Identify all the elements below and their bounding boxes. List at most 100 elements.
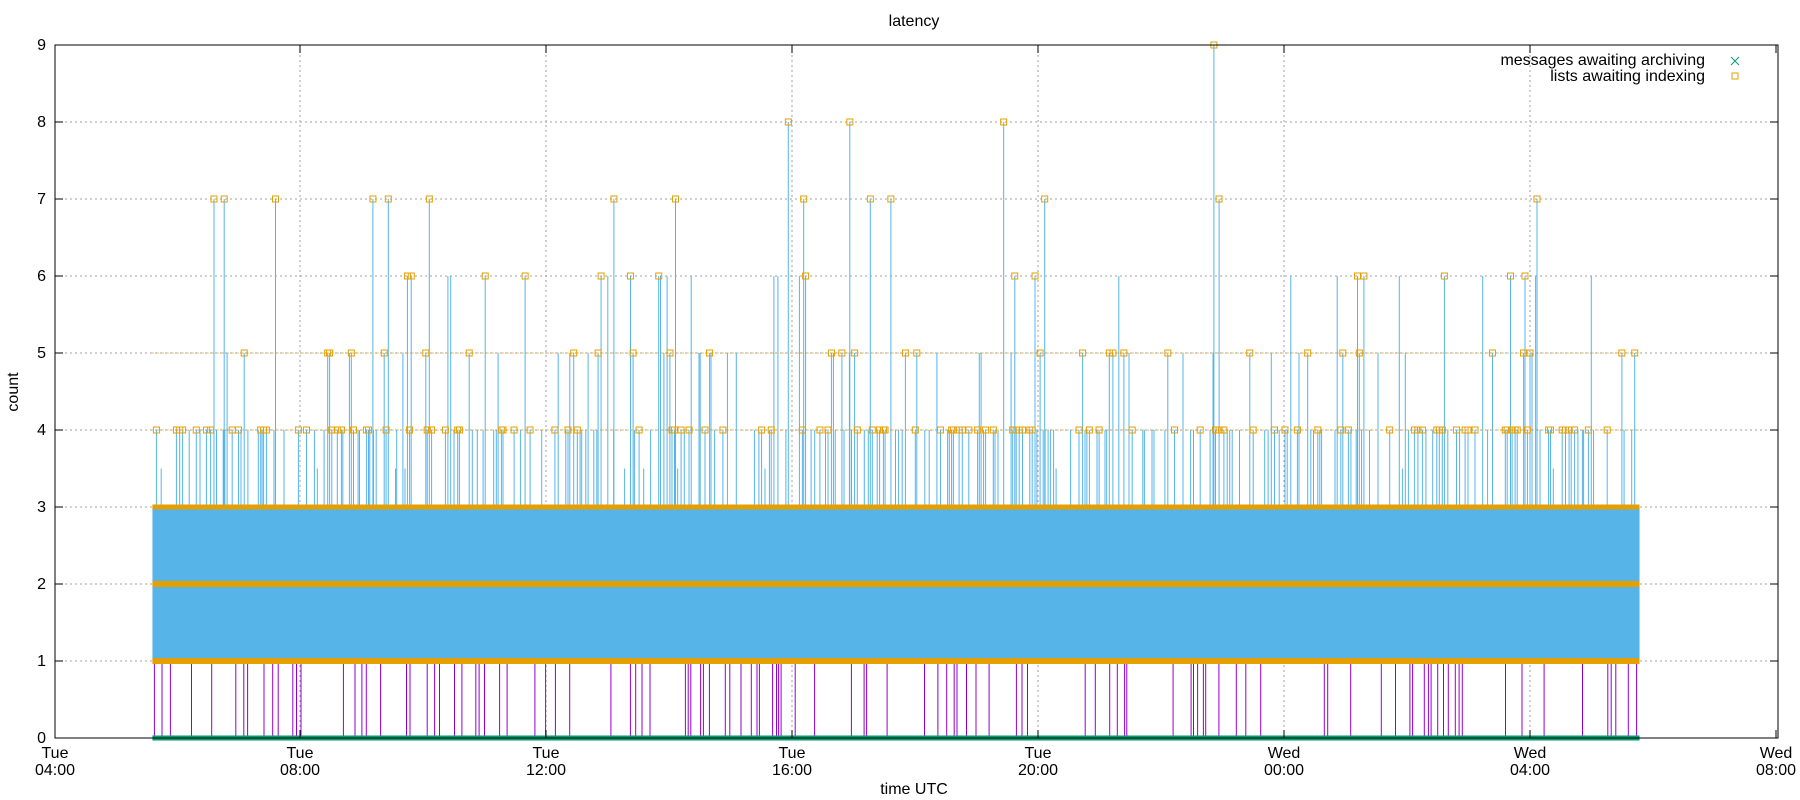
series-lists-point [881, 426, 889, 434]
x-tick-label-time: 00:00 [1264, 762, 1304, 779]
x-axis-label: time UTC [880, 781, 948, 798]
y-tick-label: 5 [37, 345, 46, 362]
series-lists-point [1354, 272, 1362, 280]
x-tick-label-day: Tue [533, 745, 560, 762]
series-lists-point [406, 426, 414, 434]
series-lists-point [1355, 349, 1363, 357]
x-tick-label-day: Tue [1025, 745, 1052, 762]
series-lists-point [802, 272, 810, 280]
series-lists-point [220, 195, 228, 203]
series-lists-point [1464, 426, 1472, 434]
series-lists-point [936, 426, 944, 434]
series-lists-point [685, 426, 693, 434]
series-lists-point [597, 272, 605, 280]
plot-area [152, 41, 1640, 741]
series-lists-point [655, 272, 663, 280]
series-lists-point [594, 349, 602, 357]
series-lists-dips-to-zero [153, 661, 1638, 738]
series-lists-point [901, 349, 909, 357]
series-lists-point [1547, 426, 1555, 434]
series-lists-point [913, 349, 921, 357]
legend-square-stroke [1731, 72, 1739, 80]
series-lists-point [1631, 349, 1639, 357]
series-lists-point [564, 426, 572, 434]
chart-title: latency [889, 13, 940, 30]
y-tick-label: 4 [37, 422, 46, 439]
series-lists-point [1019, 426, 1027, 434]
series-lists-point [800, 195, 808, 203]
series-lists-point [369, 195, 377, 203]
series-lists-point [1339, 349, 1347, 357]
series-lists-point [670, 426, 678, 434]
series-lists-point [784, 118, 792, 126]
x-tick-label-time: 12:00 [526, 762, 566, 779]
x-tick-label-time: 04:00 [35, 762, 75, 779]
series-lists-point [1011, 272, 1019, 280]
y-tick-label: 7 [37, 191, 46, 208]
series-lists-point [1344, 426, 1352, 434]
series-lists-point [384, 195, 392, 203]
x-tick-label-time: 20:00 [1018, 762, 1058, 779]
legend-label-lists: lists awaiting indexing [1550, 68, 1705, 85]
series-lists-point [629, 349, 637, 357]
series-lists-point [1164, 349, 1172, 357]
series-lists-point [1561, 426, 1569, 434]
series-lists-point [758, 426, 766, 434]
series-lists-point [403, 272, 411, 280]
series-lists-point [706, 349, 714, 357]
x-tick-label-day: Wed [1268, 745, 1301, 762]
series-lists-point [1440, 272, 1448, 280]
series-lists-point [272, 195, 280, 203]
series-lists-point [481, 272, 489, 280]
series-lists-point [1293, 426, 1301, 434]
series-lists-point [326, 349, 334, 357]
y-tick-label: 9 [37, 37, 46, 54]
series-lists-point [635, 426, 643, 434]
series-lists-point [382, 426, 390, 434]
series-lists-point [526, 426, 534, 434]
x-tick-label-time: 08:00 [280, 762, 320, 779]
series-lists-point [1028, 426, 1036, 434]
series-lists-point [1386, 426, 1394, 434]
series-lists-point [1565, 426, 1573, 434]
series-lists-point [1000, 118, 1008, 126]
series-lists-point [1471, 426, 1479, 434]
series-lists-point [1215, 195, 1223, 203]
series-lists-point [510, 426, 518, 434]
series-lists-point [192, 426, 200, 434]
series-lists-point [262, 426, 270, 434]
series-lists-point [1414, 426, 1422, 434]
series-lists-point [303, 426, 311, 434]
series-lists-point [423, 426, 431, 434]
series-lists-point [958, 426, 966, 434]
series-lists-point [1281, 426, 1289, 434]
x-tick-label-day: Tue [287, 745, 314, 762]
series-lists-point [210, 195, 218, 203]
y-tick-label: 1 [37, 653, 46, 670]
series-lists-point [868, 426, 876, 434]
series-lists-point [1085, 426, 1093, 434]
series-lists-point [1603, 426, 1611, 434]
series-lists-point [816, 426, 824, 434]
series-lists-point [1171, 426, 1179, 434]
series-lists-point [1215, 426, 1223, 434]
x-tick-label-time: 04:00 [1510, 762, 1550, 779]
x-tick-label-day: Tue [779, 745, 806, 762]
series-lists-point [1506, 272, 1514, 280]
series-lists-point [1036, 349, 1044, 357]
series-lists-point [1120, 349, 1128, 357]
series-lists-point [1533, 195, 1541, 203]
series-lists-point [1513, 426, 1521, 434]
series-lists-point [1452, 426, 1460, 434]
y-tick-label: 2 [37, 576, 46, 593]
series-lists-point [1128, 426, 1136, 434]
series-lists-point [798, 426, 806, 434]
series-lists-point [1196, 426, 1204, 434]
series-lists-point [179, 426, 187, 434]
series-lists-point [1304, 349, 1312, 357]
series-lists-point [407, 272, 415, 280]
series-lists-point [1584, 426, 1592, 434]
series-lists-point [441, 426, 449, 434]
series-lists-point [328, 426, 336, 434]
series-lists-point [422, 349, 430, 357]
